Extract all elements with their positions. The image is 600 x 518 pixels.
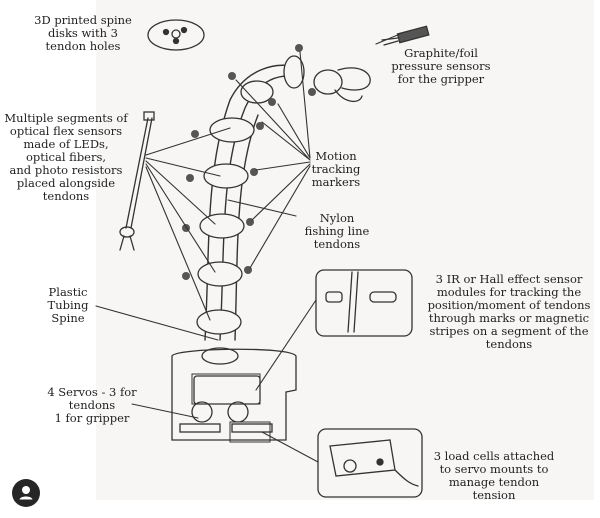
spine-disks [196,55,305,335]
label-tubing-spine: Plastic Tubing Spine [47,285,89,325]
label-pressure-sensors: Graphite/foil pressure sensors for the g… [391,46,491,86]
label-flex-sensors: Multiple segments of optical flex sensor… [4,111,128,203]
label-load-cells: 3 load cells attached to servo mounts to… [433,449,555,502]
label-ir-hall-modules: 3 IR or Hall effect sensor modules for t… [427,272,591,351]
spine-disk-drawing [147,19,205,51]
person-icon [19,486,33,500]
base-housing [171,347,297,441]
flex-sensor-drawing [119,111,155,251]
ir-sensor-detail [315,269,413,337]
label-servos: 4 Servos - 3 for tendons 1 for gripper [47,385,137,425]
label-nylon-tendons: Nylon fishing line tendons [304,211,370,251]
leader-lines [95,33,401,463]
pressure-sensor-drawing [381,25,430,46]
spine-drawing [204,64,301,341]
sketch-paper [96,0,594,500]
gripper-drawing [313,67,371,102]
label-motion-markers: Motion tracking markers [311,149,361,189]
load-cell-detail [317,428,423,498]
user-avatar-icon[interactable] [12,479,40,507]
label-spine-disks: 3D printed spine disks with 3 tendon hol… [34,13,132,53]
